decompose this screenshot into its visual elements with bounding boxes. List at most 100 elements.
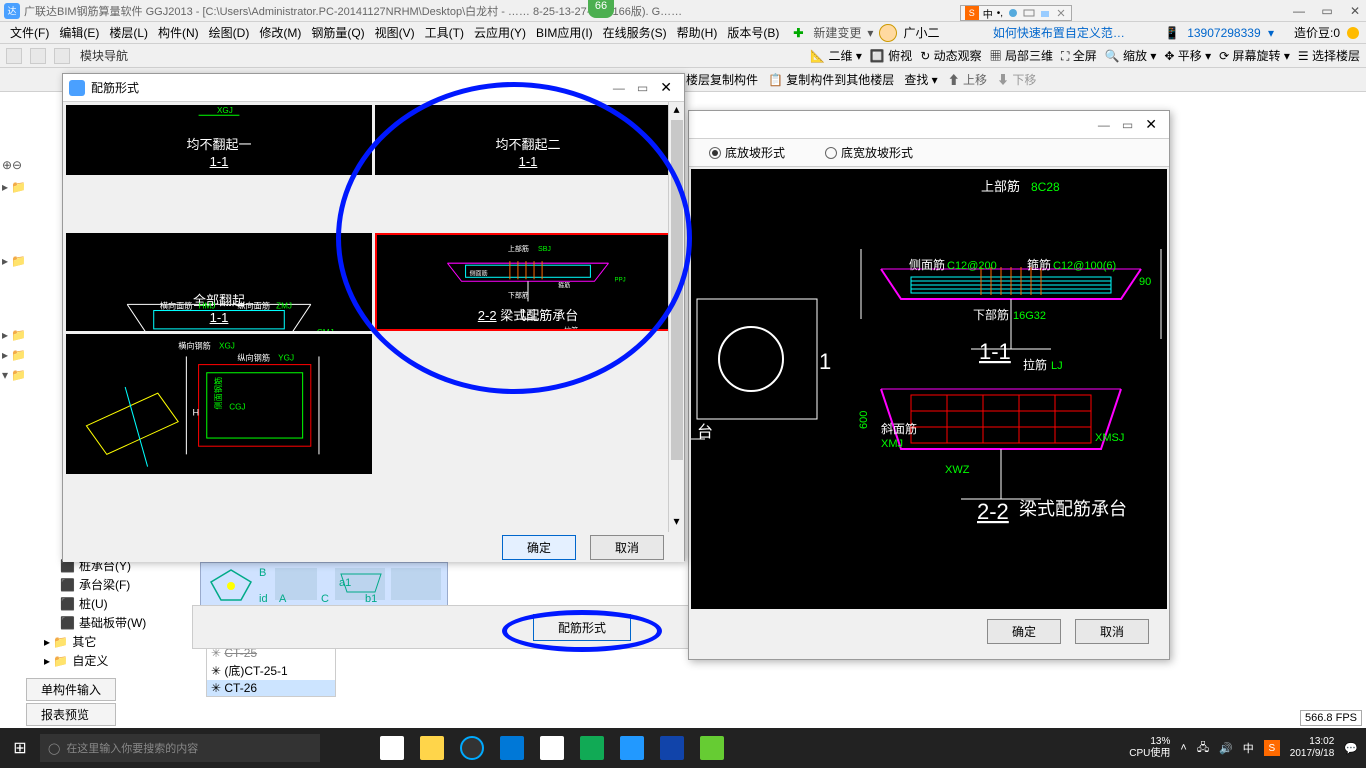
tools-icon <box>1055 7 1067 19</box>
task-icon-q[interactable] <box>660 736 684 760</box>
ime-toolbar[interactable]: S 中•, <box>960 5 1072 21</box>
tool-undo[interactable] <box>54 48 70 64</box>
svg-text:ZMJ: ZMJ <box>276 302 292 311</box>
menu-rebar[interactable]: 钢筋量(Q) <box>307 22 368 43</box>
tree-folder-other[interactable]: ▸ 📁 其它 <box>30 632 180 651</box>
view-mode-dropdown[interactable]: 📐 二维 ▾ <box>810 47 862 64</box>
shape-thumbnails[interactable]: B id A C a1 b1 <box>200 562 448 606</box>
radio-slope2[interactable]: 底宽放坡形式 <box>825 144 913 161</box>
task-icon-folder[interactable] <box>420 736 444 760</box>
tree-item[interactable]: ⬛ 承台梁(F) <box>30 575 180 594</box>
tray-notifications-icon[interactable]: 💬 <box>1344 742 1358 755</box>
tree-folder-custom[interactable]: ▸ 📁 自定义 <box>30 651 180 670</box>
preview-cancel-button[interactable]: 取消 <box>1075 619 1149 644</box>
tray-sogou-icon[interactable]: S <box>1264 740 1280 756</box>
preview-title-bar[interactable]: — ▭ ✕ <box>689 111 1169 139</box>
preview-close[interactable]: ✕ <box>1139 116 1163 133</box>
minimize-button[interactable]: — <box>1292 4 1306 18</box>
pattern-minimize[interactable]: — <box>607 81 631 95</box>
preview-ok-button[interactable]: 确定 <box>987 619 1061 644</box>
list-item[interactable]: ✳ (底)CT-25-1 <box>207 661 335 680</box>
radio-slope1[interactable]: 底放坡形式 <box>709 144 785 161</box>
menu-floor[interactable]: 楼层(L) <box>105 22 152 43</box>
maximize-button[interactable]: ▭ <box>1320 4 1334 18</box>
tool-save[interactable] <box>30 48 46 64</box>
pattern-option-1[interactable]: 均不翻起二1-1 <box>375 105 681 175</box>
menu-online[interactable]: 在线服务(S) <box>599 22 671 43</box>
find-button[interactable]: 查找 ▾ <box>904 71 937 88</box>
task-icon-store[interactable] <box>540 736 564 760</box>
copy-floor-button[interactable]: 楼层复制构件 <box>686 71 758 88</box>
cpu-usage[interactable]: 13%CPU使用 <box>1129 736 1170 760</box>
task-icon-1[interactable] <box>380 736 404 760</box>
pattern-ok-button[interactable]: 确定 <box>502 535 576 560</box>
taskbar-search[interactable]: ◯ 在这里输入你要搜索的内容 <box>40 734 320 762</box>
preview-maximize[interactable]: ▭ <box>1116 118 1139 132</box>
list-item-selected[interactable]: ✳ CT-26 <box>207 680 335 696</box>
close-button[interactable]: ✕ <box>1348 4 1362 18</box>
start-button[interactable]: ⊞ <box>0 728 40 768</box>
task-icon-browser[interactable] <box>460 736 484 760</box>
view-rotate[interactable]: ⟳ 屏幕旋转 ▾ <box>1219 47 1290 64</box>
menu-help[interactable]: 帮助(H) <box>673 22 722 43</box>
view-orbit[interactable]: ↻ 动态观察 <box>920 47 981 64</box>
select-floor[interactable]: ☰ 选择楼层 <box>1298 47 1360 64</box>
pattern-scrollbar[interactable]: ▴ ▾ <box>668 102 684 532</box>
move-down-button[interactable]: ⬇ 下移 <box>997 71 1036 88</box>
report-preview-button[interactable]: 报表预览 <box>26 703 116 726</box>
move-up-button[interactable]: ⬆ 上移 <box>948 71 987 88</box>
tray-volume-icon[interactable]: 🔊 <box>1219 742 1233 755</box>
view-local3d[interactable]: ▦ 局部三维 <box>990 47 1053 64</box>
component-tree[interactable]: ⬛ 桩承台(Y) ⬛ 承台梁(F) ⬛ 桩(U) ⬛ 基础板带(W) ▸ 📁 其… <box>30 556 180 670</box>
new-change-button[interactable]: ✚新建变更 ▾ <box>785 20 877 45</box>
preview-minimize[interactable]: — <box>1092 118 1116 132</box>
coin-balance[interactable]: 造价豆:0 <box>1290 22 1344 43</box>
menu-draw[interactable]: 绘图(D) <box>205 22 254 43</box>
pattern-option-0[interactable]: XGJ 均不翻起一1-1 <box>66 105 372 175</box>
help-link[interactable]: 如何快速布置自定义范… <box>989 22 1129 43</box>
component-list[interactable]: ✳ CT-25 ✳ (底)CT-25-1 ✳ CT-26 <box>206 644 336 697</box>
pattern-cancel-button[interactable]: 取消 <box>590 535 664 560</box>
menu-edit[interactable]: 编辑(E) <box>55 22 103 43</box>
pattern-maximize[interactable]: ▭ <box>631 81 654 95</box>
task-icon-excel[interactable] <box>580 736 604 760</box>
menu-view[interactable]: 视图(V) <box>371 22 419 43</box>
menu-modify[interactable]: 修改(M) <box>255 22 305 43</box>
tool-new[interactable] <box>6 48 22 64</box>
single-component-button[interactable]: 单构件输入 <box>26 678 116 701</box>
tray-network-icon[interactable]: 🖧 <box>1197 739 1209 758</box>
notification-badge[interactable]: 66 <box>588 0 614 18</box>
user-avatar[interactable] <box>879 24 897 42</box>
pattern-title-bar[interactable]: 配筋形式 — ▭ ✕ <box>63 74 684 102</box>
toolbar-icons: 模块导航 📐 二维 ▾ 🔲 俯视 ↻ 动态观察 ▦ 局部三维 ⛶ 全屏 🔍 缩放… <box>0 44 1366 68</box>
tray-clock[interactable]: 13:022017/9/18 <box>1290 736 1335 760</box>
task-icon-app[interactable] <box>620 736 644 760</box>
menu-cloud[interactable]: 云应用(Y) <box>470 22 530 43</box>
menu-component[interactable]: 构件(N) <box>154 22 203 43</box>
task-icon-edge[interactable] <box>500 736 524 760</box>
view-pan[interactable]: ✥ 平移 ▾ <box>1164 47 1211 64</box>
tree-toggle-strip[interactable]: ⊕⊖ ▸ 📁 ▸ 📁 ▸ 📁 ▸ 📁 ▾ 📁 <box>2 150 26 388</box>
pattern-close[interactable]: ✕ <box>654 79 678 96</box>
tray-lang[interactable]: 中 <box>1243 740 1254 756</box>
svg-text:侧面筋: 侧面筋 <box>909 257 945 272</box>
pattern-option-4[interactable]: 横向钢筋XGJ 纵向钢筋YGJ 侧面钢筋 CGJ H <box>66 334 372 474</box>
pattern-option-3-selected[interactable]: 上部筋SBJ 侧面筋箍筋 PPJ 下部筋 1-1 拉筋LJ <box>375 233 681 330</box>
menu-version[interactable]: 版本号(B) <box>723 22 783 43</box>
menu-bim[interactable]: BIM应用(I) <box>532 22 597 43</box>
account-number[interactable]: 📱 13907298339 ▾ <box>1161 24 1278 42</box>
menu-bar: 文件(F) 编辑(E) 楼层(L) 构件(N) 绘图(D) 修改(M) 钢筋量(… <box>0 22 1366 44</box>
view-zoom[interactable]: 🔍 缩放 ▾ <box>1105 47 1157 64</box>
svg-text:XWZ: XWZ <box>945 464 970 476</box>
rebar-pattern-button[interactable]: 配筋形式 <box>533 614 631 641</box>
menu-file[interactable]: 文件(F) <box>6 22 53 43</box>
view-fullscreen[interactable]: ⛶ 全屏 <box>1061 47 1097 64</box>
copy-to-floor-button[interactable]: 📋 复制构件到其他楼层 <box>768 71 894 88</box>
pattern-option-2[interactable]: 横向面筋HMJ 纵向面筋ZMJ 横向底筋DJ 纵向底筋ZDJ CMJ 全部翻起1… <box>66 233 372 330</box>
menu-tools[interactable]: 工具(T) <box>421 22 468 43</box>
tray-up-icon[interactable]: ˄ <box>1180 742 1186 754</box>
task-icon-sec[interactable] <box>700 736 724 760</box>
tree-item[interactable]: ⬛ 基础板带(W) <box>30 613 180 632</box>
view-top[interactable]: 🔲 俯视 <box>870 47 912 64</box>
tree-item[interactable]: ⬛ 桩(U) <box>30 594 180 613</box>
